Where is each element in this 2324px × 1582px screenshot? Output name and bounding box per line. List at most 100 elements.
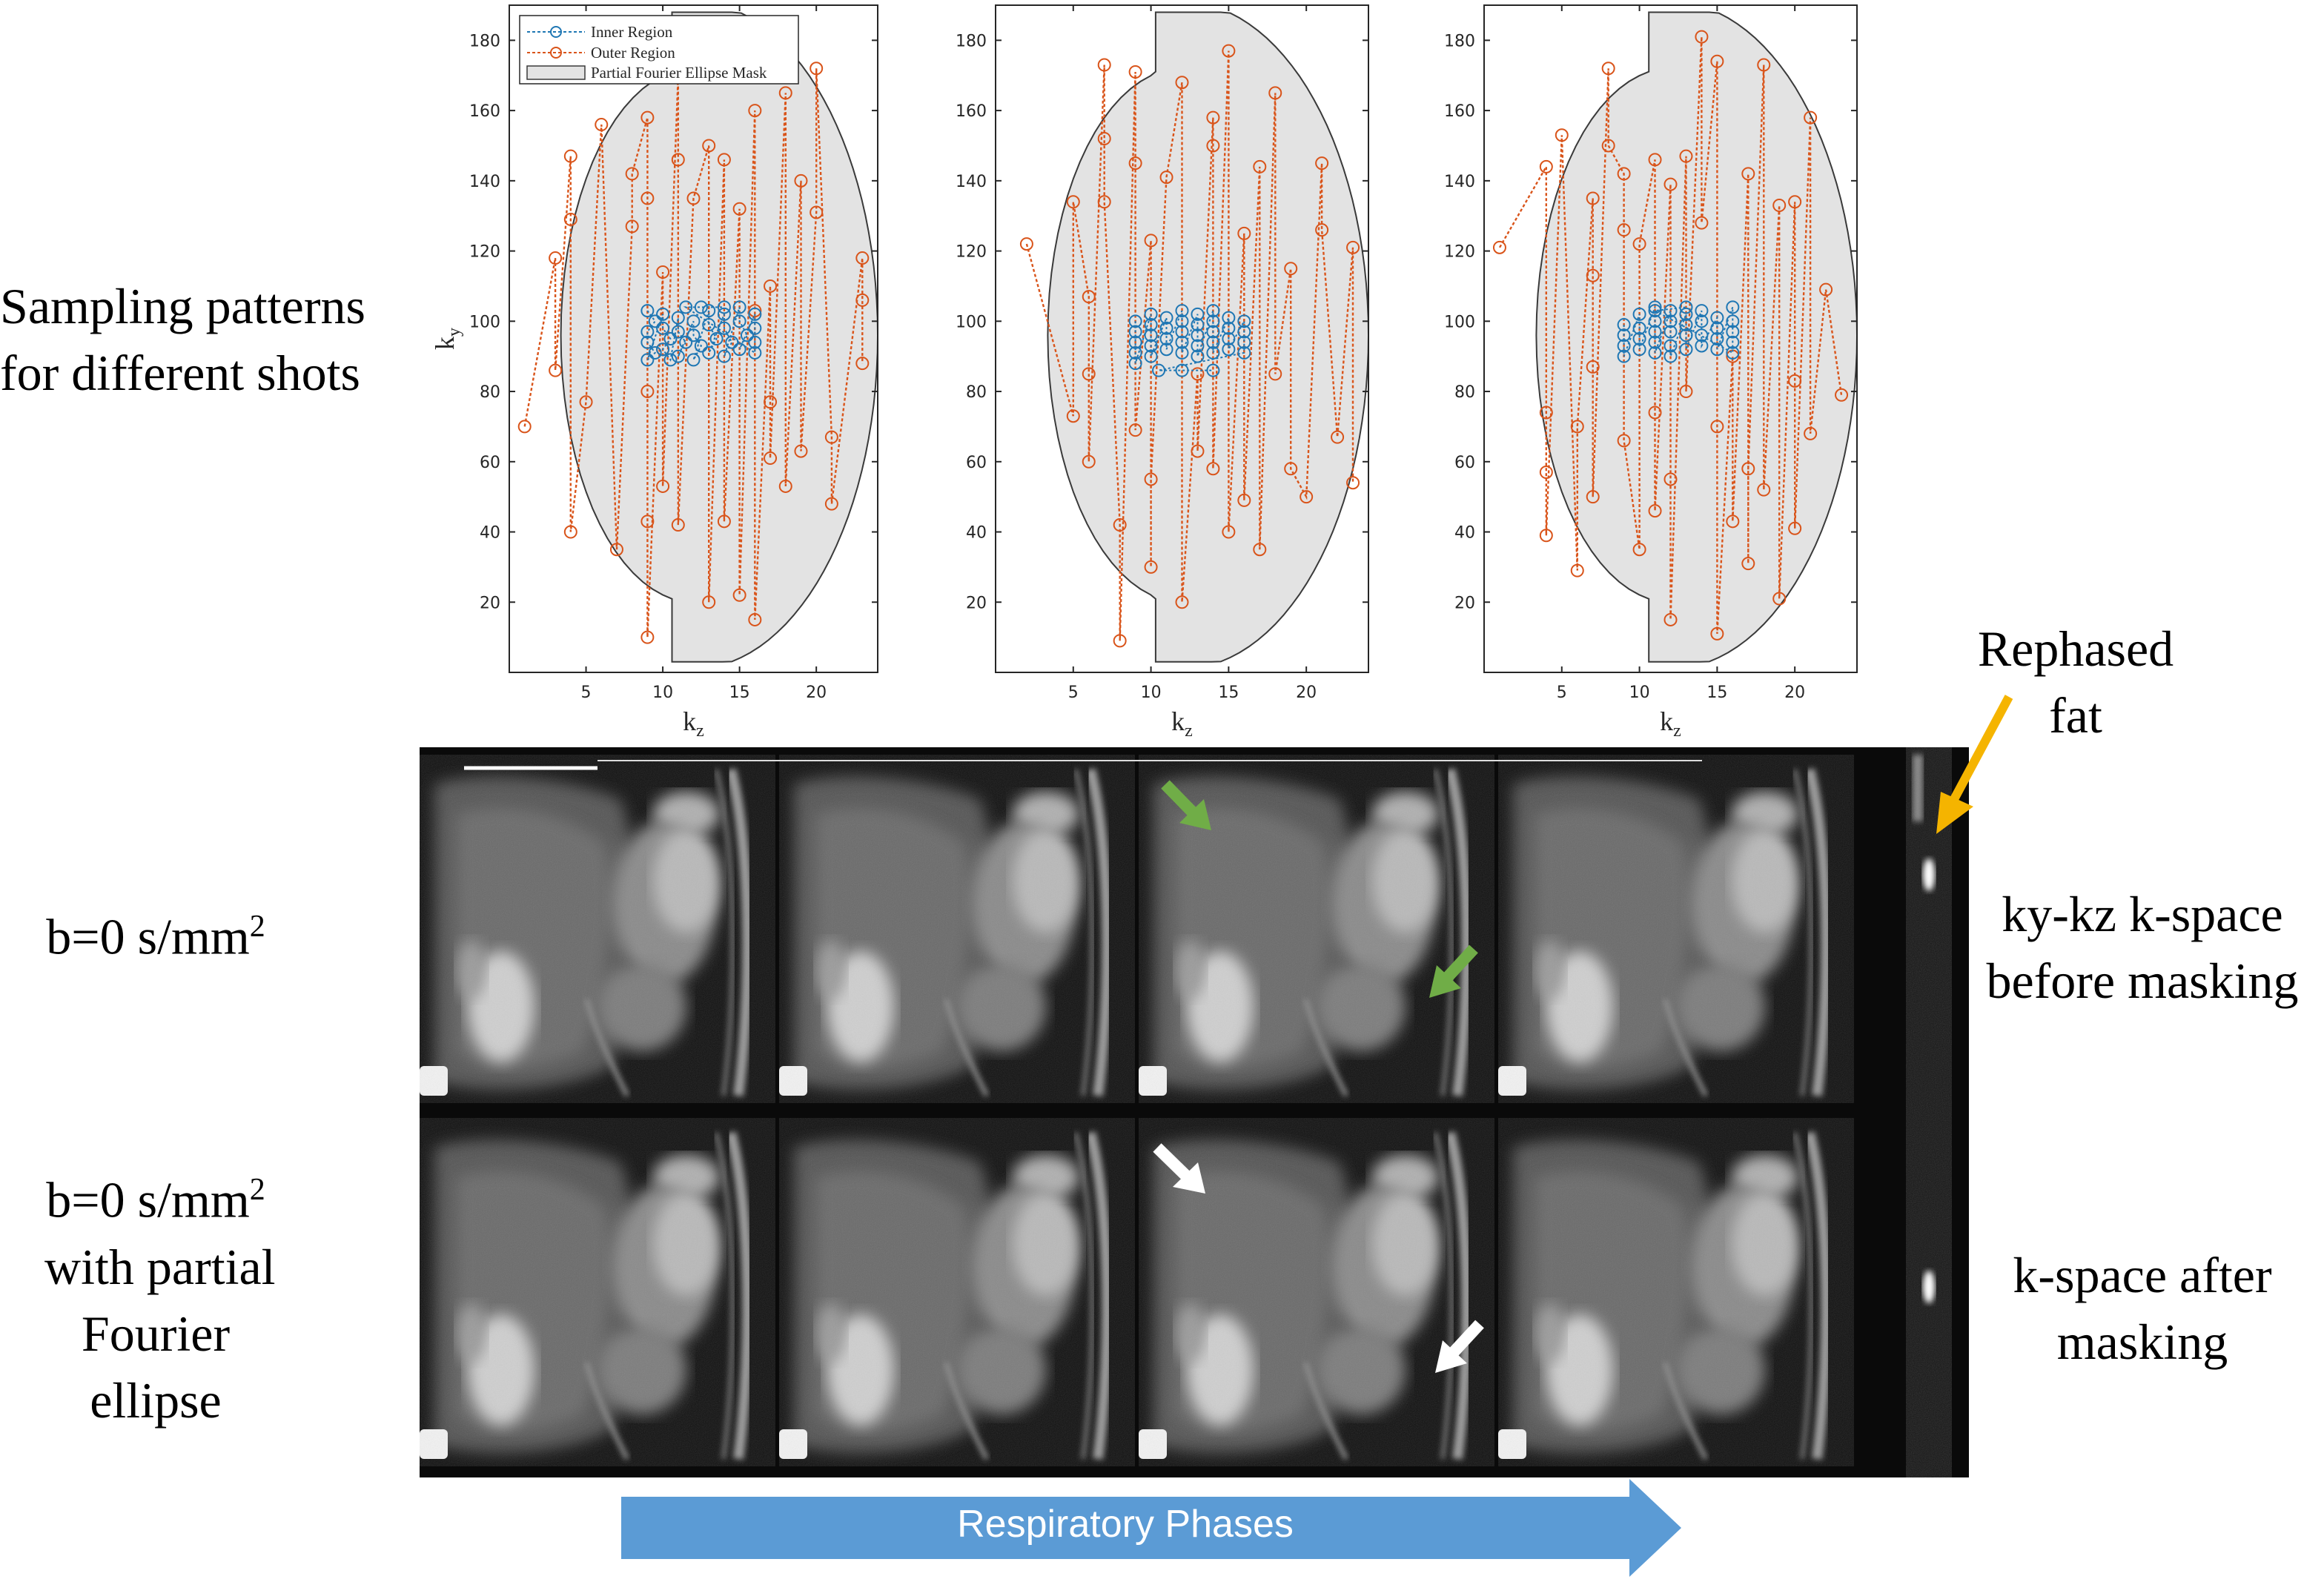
outer-point	[1128, 65, 1142, 79]
inner-point	[648, 314, 662, 328]
y-tick-label: 180	[1444, 32, 1475, 50]
outer-point	[1772, 199, 1787, 212]
inner-point	[1237, 345, 1251, 360]
outer-point	[824, 497, 838, 511]
inner-point	[1191, 307, 1205, 321]
b0-label-sup: 2	[249, 910, 265, 944]
outer-point	[1741, 462, 1755, 476]
outer-point	[549, 363, 563, 377]
outer-point	[1570, 563, 1584, 577]
inner-point	[1159, 311, 1173, 325]
inner-point	[1175, 314, 1189, 328]
inner-point	[717, 349, 731, 363]
outer-point	[1082, 454, 1096, 469]
outer-point	[1601, 139, 1615, 153]
white-arrow-1	[1153, 1143, 1205, 1194]
inner-point	[1237, 335, 1251, 349]
b0-pf-line1-text: b=0 s/mm	[46, 1171, 250, 1228]
inner-point	[694, 339, 708, 353]
outer-point	[855, 357, 870, 371]
y-axis-label-sub: y	[445, 328, 464, 337]
y-tick-label: 160	[1444, 102, 1475, 121]
y-tick-label: 160	[469, 102, 500, 121]
outer-point	[1539, 159, 1553, 173]
inner-point	[1663, 304, 1678, 318]
outer-point	[1206, 110, 1220, 125]
inner-point	[725, 335, 739, 349]
outer-point	[1710, 626, 1724, 641]
inner-point	[1144, 328, 1158, 342]
outer-point	[686, 191, 701, 205]
series-group	[517, 62, 870, 644]
outer-point	[1144, 234, 1158, 248]
inner-point	[663, 353, 678, 367]
outer-point	[1128, 423, 1142, 437]
inner-point	[1128, 335, 1142, 349]
outer-point	[563, 525, 577, 539]
outer-point	[1695, 30, 1709, 44]
inner-point	[1710, 311, 1724, 325]
outer-point	[1741, 557, 1755, 571]
inner-point	[1726, 300, 1740, 314]
outer-point	[1206, 462, 1220, 476]
x-tick-label: 10	[1141, 684, 1162, 702]
b0-pf-line2: with partial	[44, 1238, 276, 1295]
outer-point	[1019, 237, 1033, 251]
inner-point	[1206, 314, 1220, 328]
green-arrow-1	[1161, 780, 1211, 830]
inner-point	[679, 300, 693, 314]
outer-point	[1284, 262, 1298, 276]
outer-point	[810, 62, 824, 76]
outer-point	[778, 86, 792, 100]
y-tick-label: 100	[1444, 313, 1475, 331]
inner-point	[702, 318, 716, 332]
outer-point	[1159, 171, 1173, 185]
outer-point	[1835, 388, 1849, 402]
x-axis-label: kz	[683, 706, 704, 741]
outer-point	[702, 139, 716, 153]
y-tick-label: 120	[1444, 243, 1475, 262]
rephased-fat-line2: fat	[2049, 687, 2102, 744]
outer-point	[640, 630, 655, 644]
inner-point	[1222, 332, 1236, 345]
inner-point	[1222, 321, 1236, 335]
inner-point	[702, 304, 716, 318]
b0-pf-line4: ellipse	[90, 1371, 222, 1429]
inner-point	[1617, 328, 1631, 342]
outer-point	[1617, 167, 1631, 181]
outer-point	[1663, 612, 1678, 626]
y-tick-label: 80	[966, 383, 987, 402]
x-axis-label: kz	[1660, 706, 1681, 741]
sampling-plot-3: 5 10 15 20 20 40 60 80 100 120 140 160 180 kz	[1444, 4, 1858, 741]
outer-point	[1648, 504, 1662, 518]
inner-point	[748, 307, 762, 321]
inner-point	[1128, 357, 1142, 371]
sampling-plot-2: 5 10 15 20 20 40 60 80 100 120 140 160 180 kz	[956, 4, 1370, 741]
b0-pf-line1: b=0 s/mm2	[44, 1156, 267, 1234]
outer-point	[1066, 409, 1080, 423]
outer-point	[1632, 237, 1646, 251]
outer-point	[1300, 490, 1314, 504]
green-arrow-2	[1429, 944, 1478, 998]
inner-point	[1679, 328, 1693, 342]
orange-arrow	[1936, 695, 2013, 834]
outer-point	[625, 167, 639, 181]
inner-point	[1679, 342, 1693, 357]
inner-point	[1710, 332, 1724, 345]
outer-point	[640, 110, 655, 125]
x-axis-label-sub: z	[696, 721, 704, 741]
y-tick-label: 140	[469, 173, 500, 191]
inner-point	[1206, 304, 1220, 318]
outer-point	[1726, 514, 1740, 529]
inner-point	[686, 353, 701, 367]
y-tick-label: 160	[956, 102, 987, 121]
outer-point	[1082, 290, 1096, 304]
y-tick-label: 180	[469, 32, 500, 50]
mri-panel-r2-c2	[779, 1118, 1135, 1466]
outer-point	[1144, 560, 1158, 574]
outer-point	[1570, 420, 1584, 434]
x-axis-label: kz	[1171, 706, 1193, 741]
axes-box	[1483, 4, 1858, 673]
inner-point	[640, 353, 655, 367]
outer-point	[1679, 149, 1693, 163]
